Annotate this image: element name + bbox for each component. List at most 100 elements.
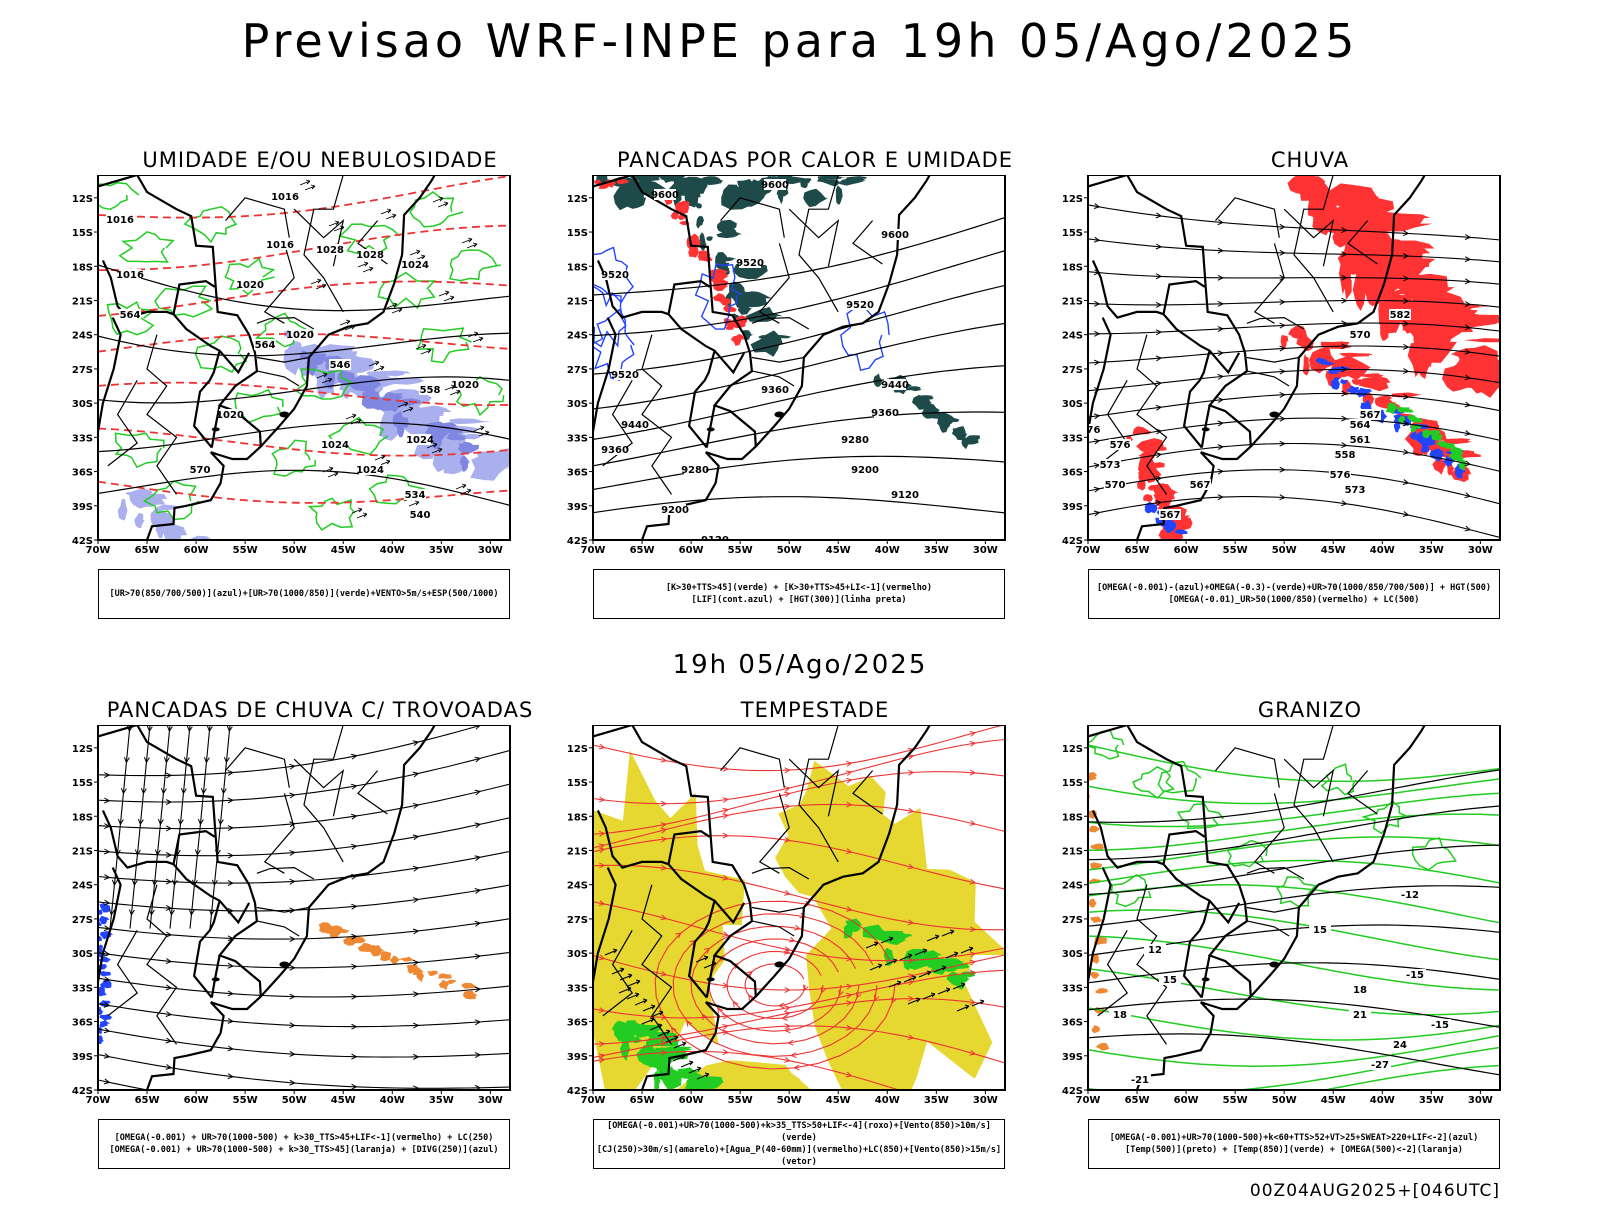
lat-tick-label: 39S: [72, 502, 93, 513]
lat-tick-label: 24S: [72, 331, 93, 342]
lon-tick-label: 65W: [135, 545, 160, 556]
contour-label: 9600: [761, 180, 789, 191]
lat-tick-label: 12S: [72, 194, 93, 205]
lon-tick-label: 50W: [282, 545, 307, 556]
lon-tick-label: 60W: [1174, 1095, 1199, 1106]
contour-label: 576: [1110, 440, 1131, 451]
lat-tick-label: 27S: [1062, 365, 1083, 376]
contour-label: 564: [255, 340, 276, 351]
lat-tick-label: 39S: [567, 1052, 588, 1063]
contour-label: 18: [1113, 1010, 1127, 1021]
lat-tick-label: 42S: [567, 1086, 588, 1097]
lat-tick-label: 15S: [567, 778, 588, 789]
contour-label: 567: [1160, 510, 1181, 521]
lat-tick-label: 18S: [567, 812, 588, 823]
contour-label: 12: [1148, 945, 1162, 956]
lat-tick-label: 15S: [567, 228, 588, 239]
lat-tick-label: 15S: [72, 778, 93, 789]
contour-label: -12: [1401, 890, 1419, 901]
lon-tick-label: 60W: [184, 1095, 209, 1106]
lon-tick-label: 55W: [1223, 1095, 1248, 1106]
contour-label: 564: [120, 310, 141, 321]
panel-pancadas-calor: PANCADAS POR CALOR E UMIDADE 9600 9600 960…: [565, 147, 1065, 657]
legend-chuva: [OMEGA(-0.001)-(azul)+OMEGA(-0.3)-(verde…: [1088, 569, 1500, 619]
lat-tick-label: 33S: [72, 983, 93, 994]
lon-tick-label: 55W: [728, 545, 753, 556]
lon-tick-label: 70W: [1076, 545, 1101, 556]
lon-tick-label: 40W: [1370, 1095, 1395, 1106]
lon-tick-label: 30W: [478, 545, 503, 556]
lat-tick-label: 21S: [567, 296, 588, 307]
legend-pancadas-trovoadas: [OMEGA(-0.001) + UR>70(1000-500) + k>30_…: [98, 1119, 510, 1169]
map-pancadas-calor: 9600 9600 9600 9520 9520 9520 9520 9440 9440 9360…: [567, 175, 1006, 556]
contour-label: 1024: [321, 440, 349, 451]
contour-label: 9280: [841, 435, 869, 446]
lat-tick-label: 30S: [1062, 949, 1083, 960]
lat-tick-label: 39S: [1062, 502, 1083, 513]
lat-tick-label: 18S: [72, 262, 93, 273]
contour-label: 582: [1390, 310, 1411, 321]
lat-tick-label: 39S: [1062, 1052, 1083, 1063]
lon-tick-label: 40W: [380, 1095, 405, 1106]
panel-umidade: UMIDADE E/OU NEBULOSIDADE 1016 1016 1016 10…: [70, 147, 570, 657]
legend-line: [OMEGA(-0.001)+UR>70(1000-500)+k>35_TTS>…: [607, 1121, 991, 1143]
contour-label: 9200: [661, 505, 689, 516]
panel-granizo: GRANIZO -12 -15 15 12 15 18 -15 18 21 24 -27 -21 12S…: [1060, 697, 1560, 1207]
contour-label: 1016: [116, 270, 144, 281]
contour-label: 561: [1350, 435, 1371, 446]
lat-tick-label: 12S: [1062, 194, 1083, 205]
legend-tempestade: [OMEGA(-0.001)+UR>70(1000-500)+k>35_TTS>…: [593, 1119, 1005, 1169]
lon-tick-label: 45W: [826, 1095, 851, 1106]
lat-tick-label: 36S: [72, 468, 93, 479]
page-title: Previsao WRF-INPE para 19h 05/Ago/2025: [241, 14, 1359, 68]
lon-tick-label: 45W: [826, 545, 851, 556]
contour-label: -21: [1131, 1075, 1149, 1086]
lat-tick-label: 15S: [1062, 228, 1083, 239]
lon-tick-label: 35W: [429, 1095, 454, 1106]
contour-label: 9120: [891, 490, 919, 501]
lon-tick-label: 60W: [679, 545, 704, 556]
lat-tick-label: 30S: [72, 399, 93, 410]
contour-label: 9440: [881, 380, 909, 391]
contour-label: 1024: [406, 435, 434, 446]
contour-label: 1020: [286, 330, 314, 341]
lon-tick-label: 30W: [478, 1095, 503, 1106]
lat-tick-label: 12S: [567, 194, 588, 205]
contour-label: -15: [1431, 1020, 1449, 1031]
lon-tick-label: 55W: [233, 545, 258, 556]
lon-tick-label: 60W: [184, 545, 209, 556]
lat-tick-label: 12S: [1062, 744, 1083, 755]
lat-tick-label: 33S: [72, 433, 93, 444]
lat-tick-label: 27S: [72, 365, 93, 376]
lon-tick-label: 40W: [380, 545, 405, 556]
legend-line: [OMEGA(-0.001) + UR>70(1000-500) + k>30_…: [109, 1145, 499, 1155]
contour-label: 1024: [356, 465, 384, 476]
lat-tick-label: 21S: [72, 846, 93, 857]
lon-tick-label: 35W: [1419, 545, 1444, 556]
lat-tick-label: 33S: [1062, 983, 1083, 994]
lon-tick-label: 55W: [728, 1095, 753, 1106]
lon-tick-label: 35W: [924, 545, 949, 556]
panel-title: PANCADAS POR CALOR E UMIDADE: [616, 148, 1014, 172]
lon-tick-label: 40W: [875, 1095, 900, 1106]
contour-label: 570: [1105, 480, 1126, 491]
lon-tick-label: 70W: [581, 1095, 606, 1106]
lat-tick-label: 27S: [567, 365, 588, 376]
contour-label: 570: [190, 465, 211, 476]
contour-label: 9600: [651, 190, 679, 201]
lon-tick-label: 30W: [973, 1095, 998, 1106]
lat-tick-label: 36S: [72, 1018, 93, 1029]
lat-tick-label: 24S: [567, 331, 588, 342]
contour-label: 9120: [701, 535, 729, 546]
lat-tick-label: 30S: [567, 399, 588, 410]
contour-label: 9200: [851, 465, 879, 476]
panel-chuva: CHUVA 582 576 576 573 570 567 567 564 561 558 576 5…: [1060, 147, 1560, 657]
lat-tick-label: 39S: [567, 502, 588, 513]
lat-tick-label: 24S: [567, 881, 588, 892]
panel-title: UMIDADE E/OU NEBULOSIDADE: [142, 148, 498, 172]
contour-label: 9600: [881, 230, 909, 241]
contour-label: 9520: [736, 258, 764, 269]
lat-tick-label: 27S: [1062, 915, 1083, 926]
lon-tick-label: 65W: [630, 1095, 655, 1106]
lat-tick-label: 36S: [1062, 468, 1083, 479]
